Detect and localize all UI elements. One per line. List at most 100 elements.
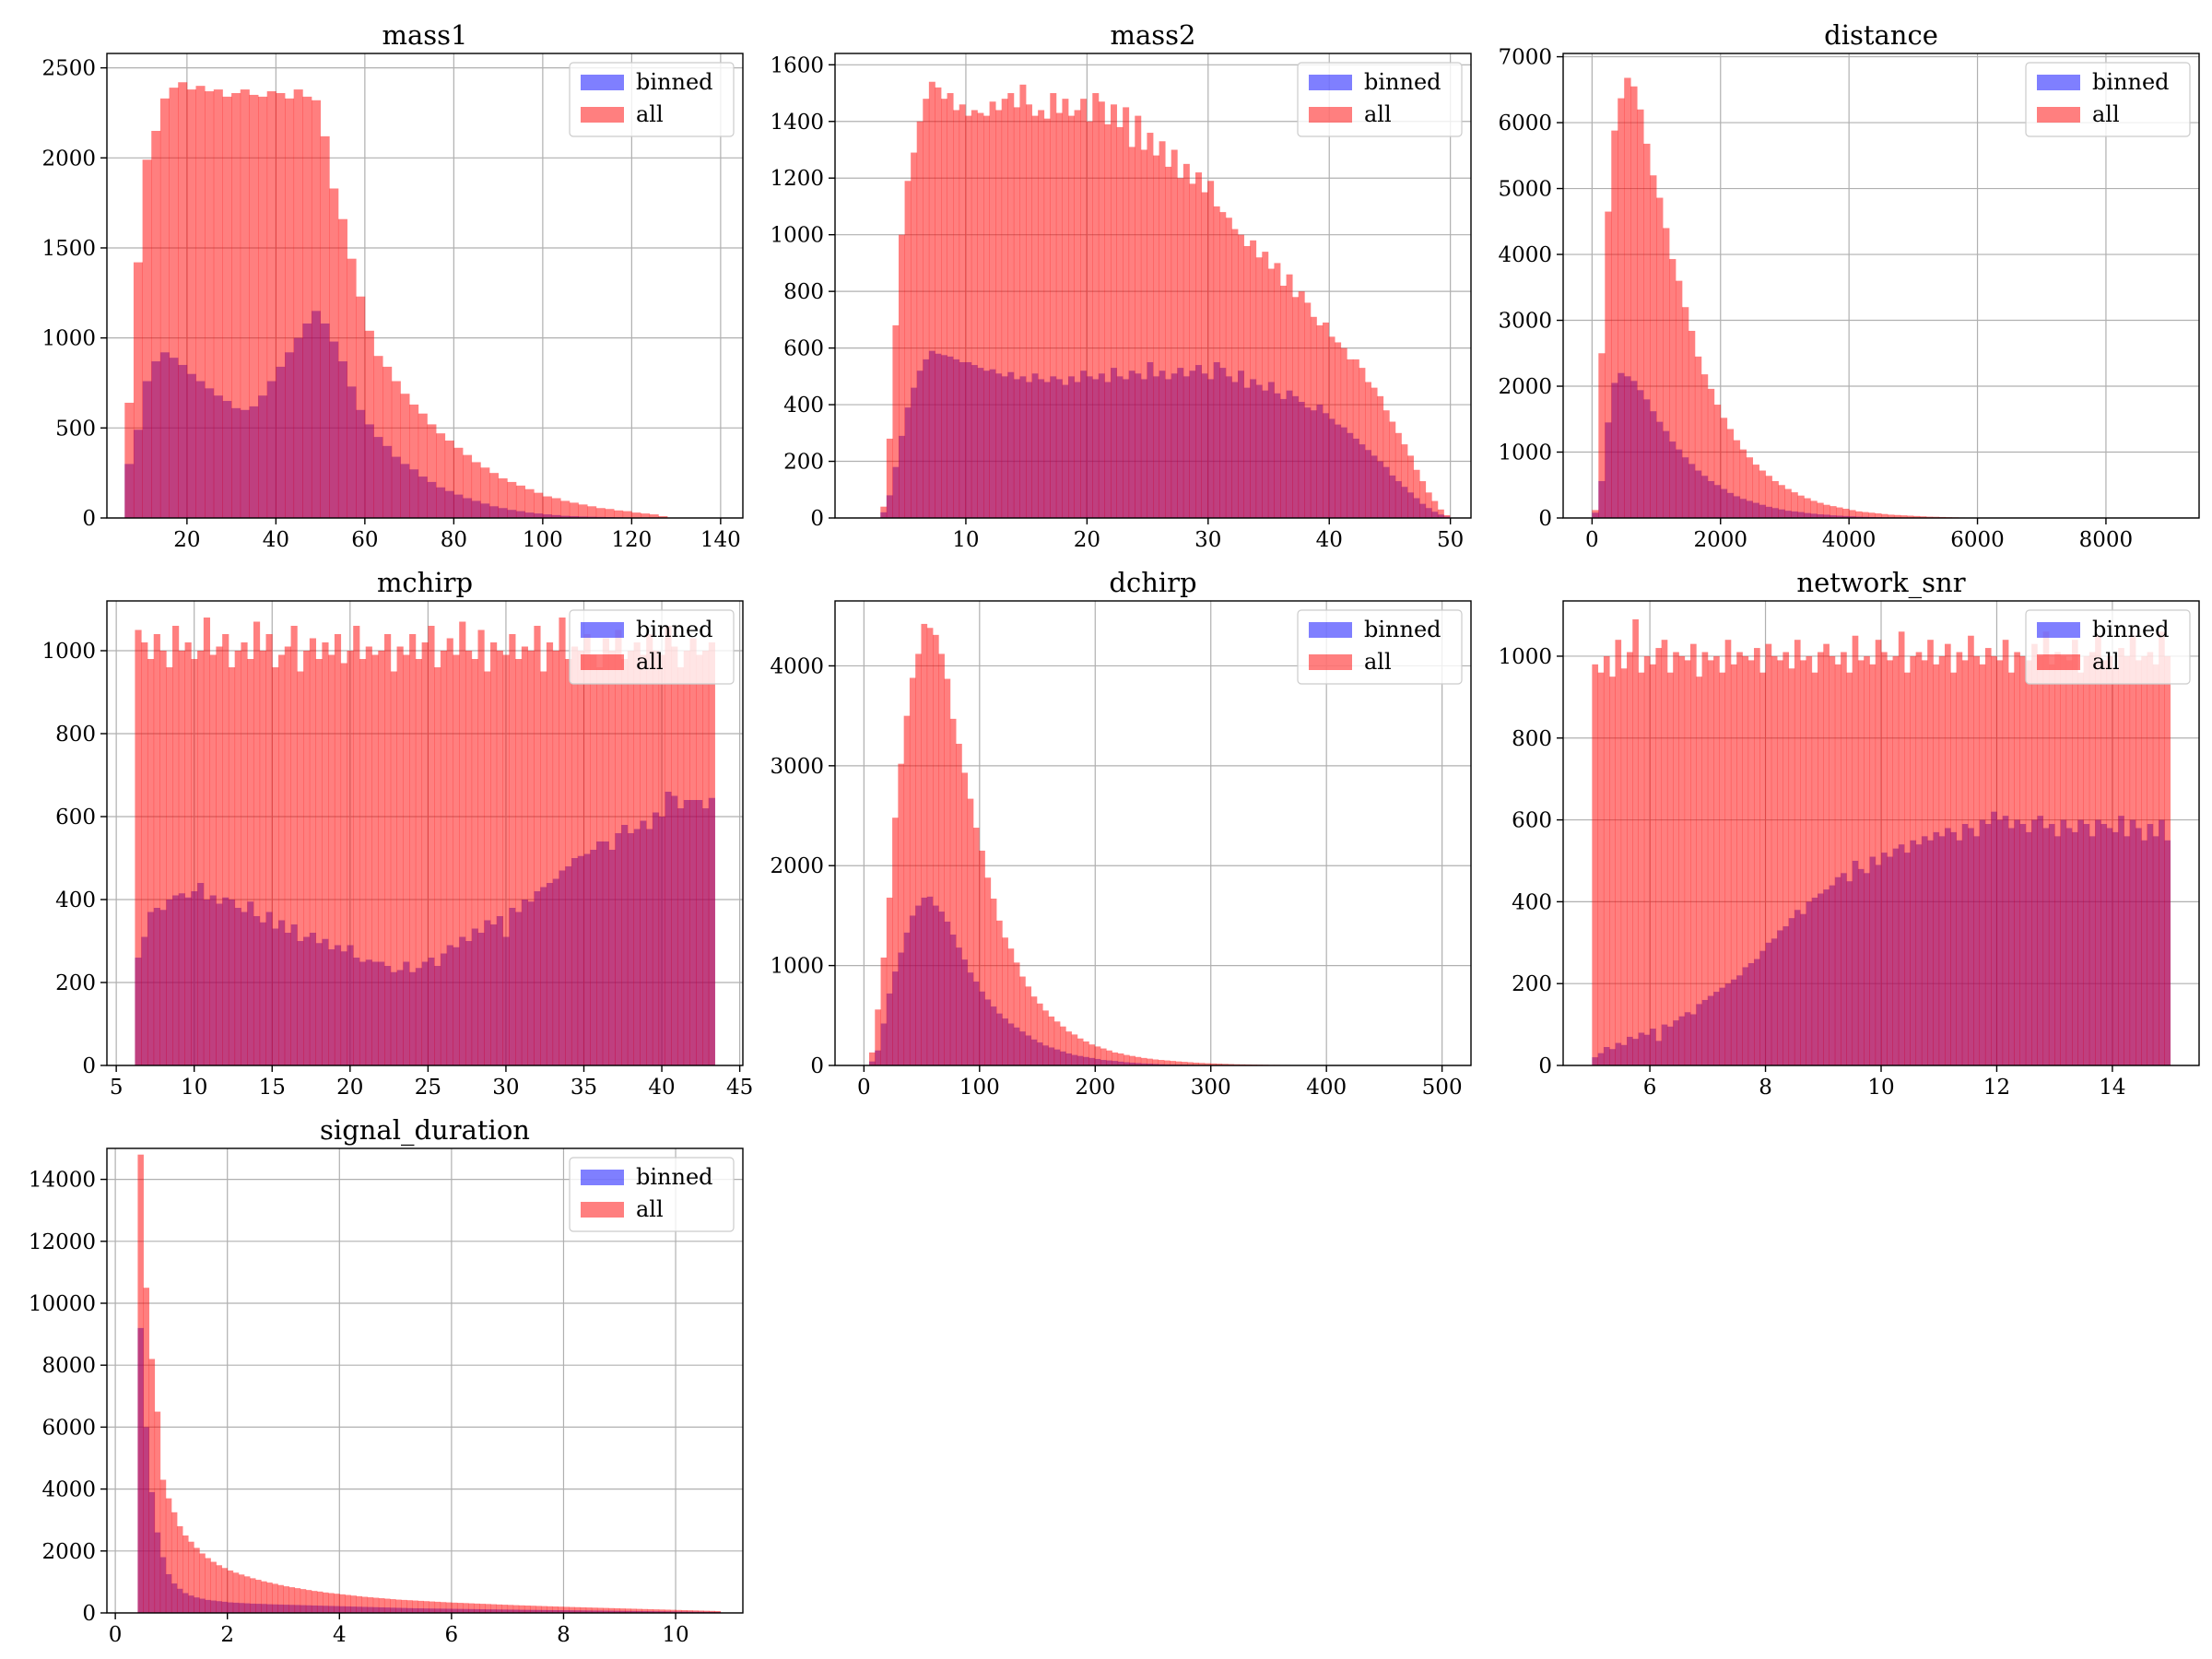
legend-label-binned: binned: [636, 69, 713, 95]
bar-all: [1036, 1003, 1043, 1065]
bar-all: [1204, 1063, 1211, 1065]
bar-all: [1973, 655, 1981, 1065]
bar-all: [512, 1605, 520, 1613]
bar-all: [364, 330, 374, 518]
bar-all: [658, 654, 665, 1065]
bar-all: [228, 667, 236, 1065]
bar-all: [1419, 481, 1427, 518]
bar-all: [1065, 1031, 1072, 1065]
bar-all: [2025, 660, 2032, 1065]
bar-all: [285, 98, 295, 518]
y-tick-label: 0: [82, 1054, 96, 1078]
bar-all: [1112, 1052, 1119, 1065]
bar-all: [921, 623, 928, 1065]
bar-all: [159, 651, 167, 1065]
bar-all: [1620, 668, 1628, 1065]
bar-all: [1688, 330, 1696, 518]
bar-all: [1238, 234, 1244, 518]
bar-all: [1804, 498, 1811, 518]
bar-all: [480, 467, 490, 518]
bar-all: [1836, 507, 1843, 518]
bar-all: [2037, 655, 2044, 1065]
axes-frame: [106, 600, 744, 1066]
bar-all: [498, 478, 508, 518]
bar-all: [1892, 655, 1900, 1065]
bar-all: [892, 325, 900, 518]
bar-all: [356, 1595, 363, 1613]
bar-all: [288, 1587, 296, 1613]
bar-all: [1048, 1016, 1055, 1065]
bar-all: [2083, 655, 2090, 1065]
y-tick-label: 6000: [41, 1416, 96, 1440]
bar-all: [1007, 93, 1015, 518]
bar-all: [444, 441, 454, 518]
y-tick-label: 400: [1512, 890, 1552, 914]
bar-all: [552, 651, 559, 1065]
bar-all: [1050, 93, 1057, 518]
y-tick-label: 1000: [1498, 645, 1552, 669]
y-tick-label: 1000: [770, 224, 824, 248]
bar-all: [165, 1498, 172, 1613]
bar-all: [1778, 485, 1785, 518]
bar-all: [283, 1586, 289, 1613]
bar-all: [886, 438, 893, 518]
axes-frame: [106, 1147, 744, 1614]
bar-all: [1747, 660, 1755, 1065]
bar-all: [1231, 229, 1239, 518]
bar-all: [614, 1607, 620, 1613]
bar-all: [1841, 652, 1847, 1065]
bar-all: [350, 1595, 357, 1613]
y-tick-label: 14000: [29, 1169, 96, 1193]
bar-all: [1996, 660, 2004, 1065]
bar-all: [440, 651, 448, 1065]
bar-all: [284, 646, 291, 1065]
x-tick-label: 14: [2099, 1076, 2125, 1100]
bar-all: [166, 667, 173, 1065]
y-tick-label: 0: [82, 507, 96, 531]
x-tick-label: 6: [445, 1623, 459, 1647]
bar-all: [2124, 655, 2131, 1065]
bar-all: [615, 629, 622, 1065]
y-tick-label: 1000: [770, 955, 824, 979]
bar-all: [990, 898, 997, 1065]
bar-all: [501, 1605, 509, 1613]
bar-all: [403, 654, 410, 1065]
bar-all: [412, 1600, 418, 1613]
bar-all: [205, 91, 215, 518]
bar-all: [1609, 677, 1616, 1065]
bar-all: [290, 626, 298, 1065]
bar-all: [1783, 652, 1790, 1065]
y-tick-label: 200: [1512, 972, 1552, 996]
bar-all: [1163, 1060, 1171, 1065]
y-tick-label: 6000: [1498, 112, 1552, 135]
bar-all: [1765, 643, 1772, 1065]
bar-all: [154, 1411, 161, 1613]
bar-all: [396, 646, 404, 1065]
bar-all: [303, 651, 311, 1065]
bar-all: [453, 654, 460, 1065]
ticks: 0 2 4 6 8 10 0 2000 4000 6000 8000 10000 12000 14000: [29, 1169, 689, 1647]
y-tick-label: 1400: [770, 111, 824, 135]
bar-all: [1002, 937, 1008, 1065]
bar-all: [524, 488, 535, 518]
y-tick-label: 2000: [1498, 375, 1552, 399]
bar-all: [1140, 149, 1147, 518]
legend-swatch-all: [2037, 107, 2080, 123]
bar-all: [434, 667, 441, 1065]
bar-all: [596, 1607, 604, 1613]
chart-title: mass2: [1110, 19, 1195, 51]
bar-all: [1800, 660, 1806, 1065]
bar-all: [415, 659, 423, 1065]
bar-all: [696, 654, 703, 1065]
legend-label-all: all: [2092, 649, 2120, 675]
bar-all: [535, 1606, 542, 1613]
bar-all: [169, 88, 179, 518]
bar-all: [1352, 359, 1359, 518]
bar-all: [459, 621, 466, 1065]
bar-all: [178, 651, 185, 1065]
bar-all: [1201, 192, 1208, 518]
bar-all: [2164, 655, 2171, 1065]
bar-all: [558, 1606, 564, 1613]
y-tick-label: 0: [1538, 507, 1552, 531]
bar-all: [1829, 655, 1836, 1065]
